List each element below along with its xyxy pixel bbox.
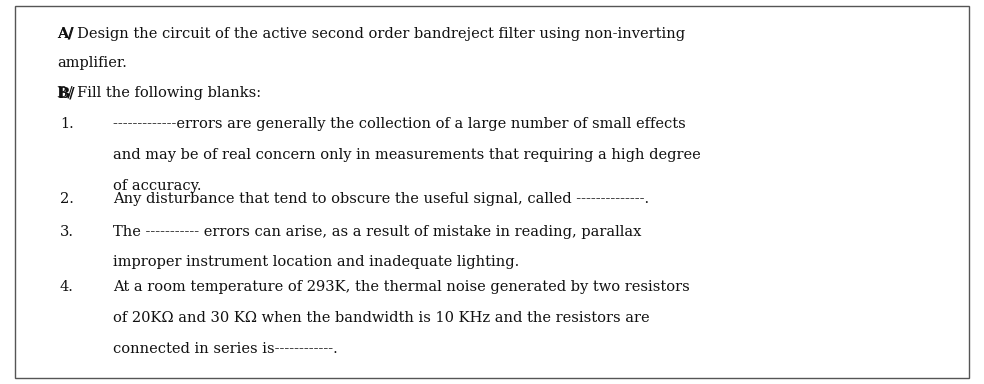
Text: The ----------- errors can arise, as a result of mistake in reading, parallax: The ----------- errors can arise, as a r… [113,225,642,238]
Text: of accuracy.: of accuracy. [113,179,202,192]
Text: 2.: 2. [60,192,74,206]
Text: of 20KΩ and 30 KΩ when the bandwidth is 10 KHz and the resistors are: of 20KΩ and 30 KΩ when the bandwidth is … [113,311,649,325]
Text: B/ Fill the following blanks:: B/ Fill the following blanks: [57,86,261,100]
Text: 3.: 3. [60,225,74,238]
Text: and may be of real concern only in measurements that requiring a high degree: and may be of real concern only in measu… [113,148,701,162]
Text: Any disturbance that tend to obscure the useful signal, called --------------.: Any disturbance that tend to obscure the… [113,192,649,206]
Text: -------------errors are generally the collection of a large number of small effe: -------------errors are generally the co… [113,117,686,131]
Text: connected in series is------------.: connected in series is------------. [113,342,338,356]
Text: amplifier.: amplifier. [57,56,127,70]
Text: improper instrument location and inadequate lighting.: improper instrument location and inadequ… [113,255,520,269]
Text: A/ Design the circuit of the active second order bandreject filter using non-inv: A/ Design the circuit of the active seco… [57,27,685,41]
Text: B/: B/ [57,86,75,100]
Text: 1.: 1. [60,117,74,131]
Text: At a room temperature of 293K, the thermal noise generated by two resistors: At a room temperature of 293K, the therm… [113,280,690,294]
Text: A/: A/ [57,27,74,41]
Text: 4.: 4. [60,280,74,294]
